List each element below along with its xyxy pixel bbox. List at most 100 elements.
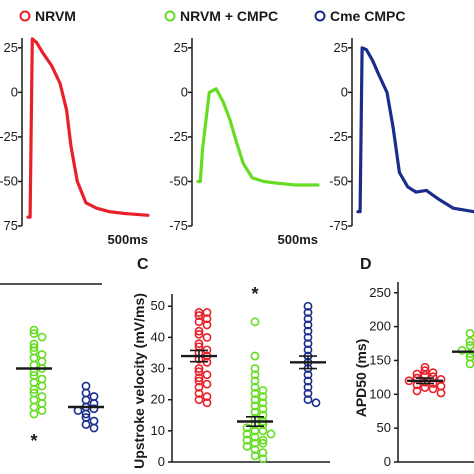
panel-c-point-1-1 [250,351,260,361]
panel-d-point-0-1 [420,366,430,376]
panel-d-point-0-16 [436,388,446,398]
panel-c-point-1-11 [250,401,260,411]
panel-c-point-0-18 [202,370,212,380]
trace-tick-label-1-4: -75 [169,218,188,233]
trace-tick-label-0-4: 75 [4,218,18,233]
panel-c-point-0-9 [194,339,204,349]
panel-b-point-1-3 [81,395,91,405]
panel-c-point-0-21 [202,379,212,389]
panel-c-point-0-23 [194,389,204,398]
panel-c-point-1-31 [258,448,268,458]
trace-panels: 25 0 -25 -50 75 500ms 25 0 -25 -50 -75 500ms 25 0 -25 -… [0,37,474,247]
panel-b-point-1-12 [89,423,99,433]
panel-c-point-1-29 [242,442,252,451]
panel-c-point-1-3 [250,370,260,380]
panel-c-point-0-2 [194,311,204,320]
panel-d-y-label: APD50 (ms) [353,339,369,418]
legend-marker-2 [314,10,326,22]
panel-c-point-0-20 [194,376,204,386]
trace-line-2 [356,46,474,214]
panel-c-point-1-7 [250,389,260,398]
panel-c-point-1-5 [250,382,260,392]
panel-c-point-0-25 [194,395,204,405]
panel-d-tick-label-4: 200 [369,319,391,334]
legend-label-1: NRVM + CMPC [180,8,278,24]
panel-c-point-0-17 [194,367,204,377]
panel-c-point-2-3 [303,320,313,330]
panel-b-point-0-14 [29,378,39,387]
trace-tick-label-2-4: -75 [329,218,348,233]
panel-b-point-0-6 [37,350,47,359]
panel-d-tick-label-5: 250 [369,285,391,300]
trace-tick-label-1-0: 25 [174,40,188,55]
panel-b-point-1-0 [81,381,91,391]
trace-tick-label-0-3: -50 [0,173,18,188]
panel-b-significance-star: * [30,431,37,451]
panel-c-point-0-22 [194,382,204,392]
panel-c-point-2-12 [303,376,313,386]
scale-bar-label-1: 500ms [278,232,318,247]
trace-tick-label-2-1: 0 [341,84,348,99]
panel-c-tick-label-2: 20 [151,392,165,407]
panel-c-point-0-0 [194,308,204,317]
panel-c-point-2-7 [303,345,313,355]
panel-b-point-0-13 [37,374,47,384]
panel-c-point-2-13 [303,382,313,392]
panel-b-point-0-19 [29,395,39,405]
trace-tick-label-2-3: -50 [329,173,348,188]
panel-c-point-1-4 [250,376,260,386]
panel-c-tick-label-1: 10 [151,423,165,438]
panel-d-point-0-14 [428,384,438,394]
panel-c-point-1-24 [250,432,260,442]
panel-c-point-0-19 [194,373,204,383]
panel-d-point-0-15 [412,386,422,396]
panel-d: D 0 50 100 150 200 250 APD50 (ms) [353,256,474,469]
legend-label-2: Cme CMPC [330,8,405,24]
panel-c-point-0-1 [202,308,212,317]
panel-c-point-1-10 [258,398,268,408]
panel-b-point-0-2 [37,332,47,342]
panel-d-tick-label-2: 100 [369,386,391,401]
panel-d-point-0-0 [420,362,430,372]
panel-c-point-1-14 [258,410,268,420]
panel-b-point-0-18 [37,392,47,401]
trace-tick-label-2-0: 25 [334,40,348,55]
panel-c-point-1-30 [250,445,260,454]
panel-c-point-2-2 [303,314,313,324]
panel-c-point-1-9 [250,395,260,405]
panel-c-tick-label-3: 30 [151,361,165,376]
panel-c-tick-label-0: 0 [158,454,165,469]
panel-d-point-1-5 [457,345,467,355]
panel-c: C 0 10 20 30 40 50 Upstroke velocity (mV/ms) * [131,256,330,469]
panel-c-point-1-2 [250,364,260,373]
panel-c-point-2-1 [303,308,313,317]
panel-c-point-1-32 [250,451,260,461]
panel-d-point-1-0 [465,328,474,338]
panel-b-point-1-2 [89,392,99,401]
panel-c-point-1-8 [258,392,268,401]
panel-c-point-2-14 [303,389,313,398]
panel-c-point-0-5 [202,320,212,330]
panel-c-point-1-33 [258,454,268,464]
panel-c-point-1-0 [250,317,260,327]
panel-c-point-2-0 [303,301,313,311]
panel-c-point-0-3 [202,314,212,324]
legend-marker-0 [19,10,31,22]
trace-line-1 [196,87,320,187]
panel-b-point-0-0 [29,325,39,335]
panel-b-point-1-10 [89,416,99,426]
panel-c-point-0-6 [194,326,204,336]
scale-bar-label-0: 500ms [108,232,148,247]
panel-b-point-0-20 [37,399,47,408]
trace-tick-label-0-1: 0 [11,84,18,99]
panel-c-point-1-26 [242,435,252,445]
panel-b-point-1-1 [81,388,91,398]
panel-b-point-0-7 [29,353,39,363]
legend-marker-1 [164,10,176,22]
panel-c-point-1-21 [258,426,268,436]
trace-tick-label-0-0: 25 [4,40,18,55]
panel-c-point-1-19 [242,423,252,433]
panel-c-point-2-6 [303,339,313,349]
panel-c-tick-label-5: 50 [151,298,165,313]
panel-c-point-2-16 [311,398,321,408]
